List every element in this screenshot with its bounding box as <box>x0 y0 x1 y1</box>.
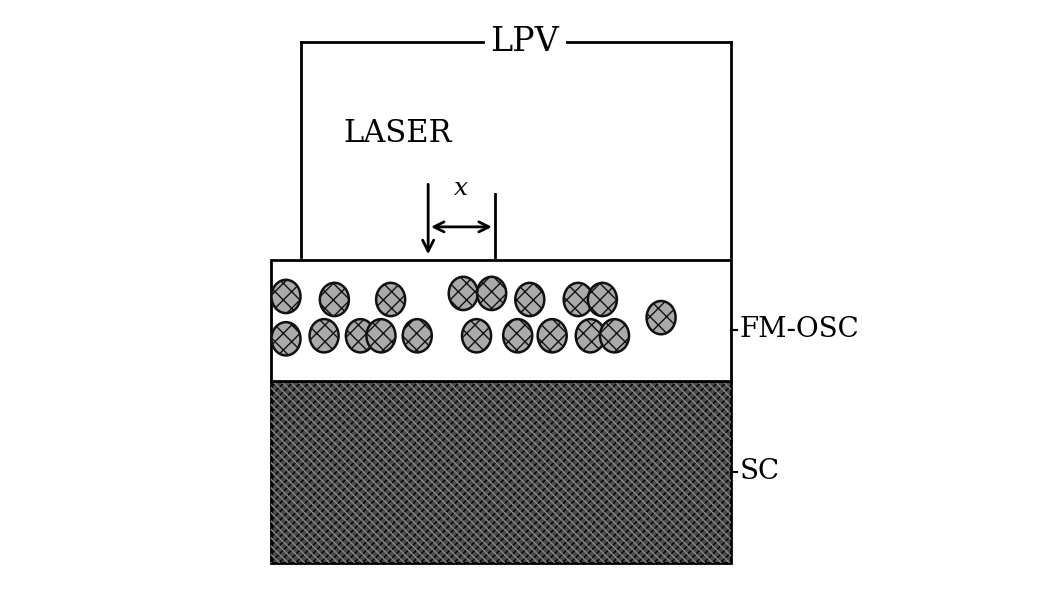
Ellipse shape <box>576 319 605 352</box>
Text: SC: SC <box>740 459 780 485</box>
Ellipse shape <box>503 319 532 352</box>
Text: FM-OSC: FM-OSC <box>740 316 859 343</box>
Ellipse shape <box>272 280 301 313</box>
Ellipse shape <box>320 283 349 316</box>
Ellipse shape <box>402 319 432 352</box>
Text: x: x <box>455 177 468 200</box>
Ellipse shape <box>462 319 491 352</box>
Ellipse shape <box>515 283 545 316</box>
Bar <box>271 381 731 563</box>
Text: LPV: LPV <box>491 27 560 58</box>
Ellipse shape <box>600 319 629 352</box>
Ellipse shape <box>588 283 617 316</box>
Ellipse shape <box>647 301 675 335</box>
Bar <box>271 381 731 563</box>
Ellipse shape <box>346 319 375 352</box>
Text: LASER: LASER <box>343 117 452 149</box>
Ellipse shape <box>309 319 339 352</box>
Bar <box>271 260 731 381</box>
Ellipse shape <box>376 283 406 316</box>
Ellipse shape <box>366 319 395 352</box>
Ellipse shape <box>477 277 507 310</box>
Ellipse shape <box>564 283 593 316</box>
Ellipse shape <box>449 277 478 310</box>
Ellipse shape <box>537 319 567 352</box>
Ellipse shape <box>272 322 301 356</box>
